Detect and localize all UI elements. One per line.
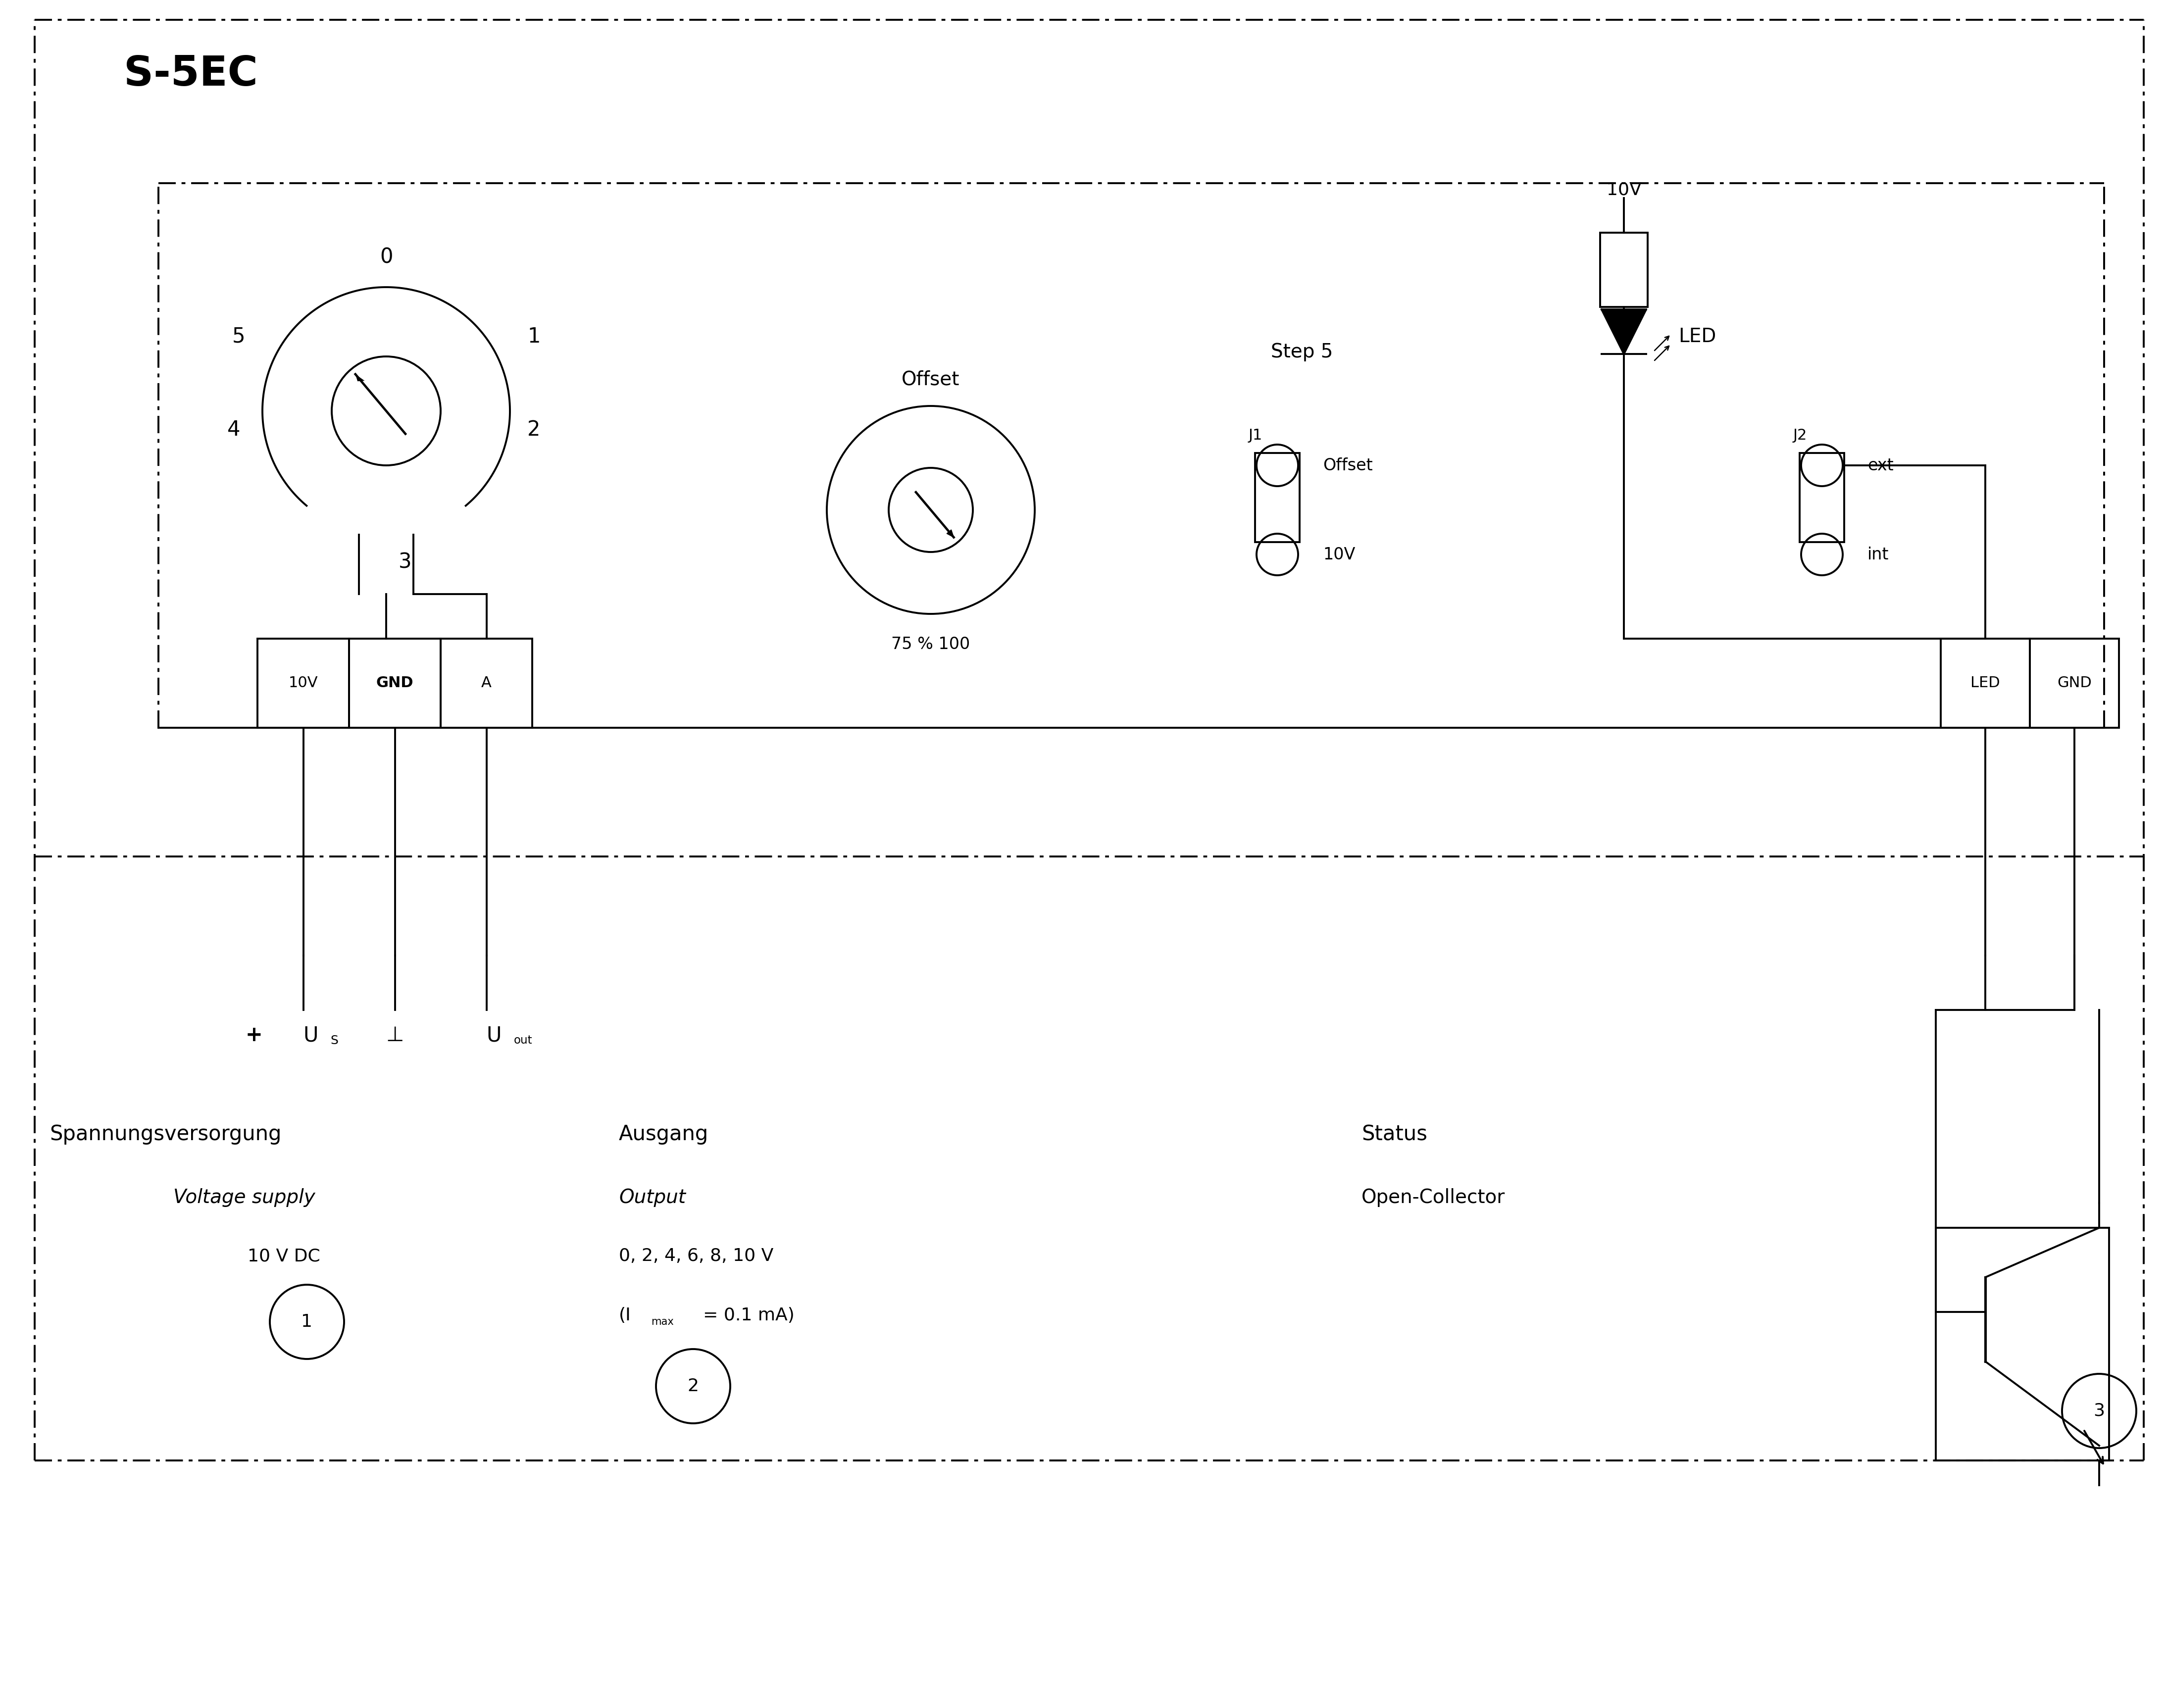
Text: GND: GND	[377, 676, 414, 690]
Text: U: U	[487, 1025, 503, 1045]
Text: 1: 1	[301, 1313, 312, 1331]
Text: Status: Status	[1362, 1124, 1427, 1144]
Text: out: out	[513, 1035, 533, 1045]
Text: J2: J2	[1793, 429, 1806, 442]
Bar	[440, 639, 533, 728]
Bar	[1254, 453, 1300, 541]
Text: Open-Collector: Open-Collector	[1362, 1189, 1505, 1208]
Polygon shape	[355, 374, 364, 381]
Text: 0: 0	[379, 246, 392, 268]
Text: Ausgang: Ausgang	[619, 1124, 708, 1144]
Text: 10V: 10V	[288, 676, 318, 690]
Text: 4: 4	[227, 418, 240, 441]
Text: Spannungsversorgung: Spannungsversorgung	[50, 1124, 282, 1144]
Text: Offset: Offset	[901, 371, 960, 389]
Text: Voltage supply: Voltage supply	[173, 1189, 316, 1208]
Polygon shape	[1601, 309, 1646, 354]
Text: 2: 2	[526, 418, 539, 441]
Text: 2: 2	[687, 1378, 700, 1395]
Text: A: A	[481, 676, 492, 690]
Bar	[258, 639, 349, 728]
Bar	[1800, 453, 1843, 541]
Text: 75 % 100: 75 % 100	[892, 635, 970, 652]
Polygon shape	[947, 529, 953, 538]
Text: Output: Output	[619, 1189, 687, 1208]
Text: LED: LED	[1971, 676, 1999, 690]
Bar	[1936, 1228, 2110, 1460]
Text: 3: 3	[2095, 1402, 2105, 1419]
Text: Step 5: Step 5	[1271, 343, 1332, 362]
Text: int: int	[1867, 547, 1889, 562]
Text: = 0.1 mA): = 0.1 mA)	[704, 1307, 795, 1324]
Text: ext: ext	[1867, 458, 1893, 473]
Text: S-5EC: S-5EC	[123, 55, 258, 94]
Bar	[1941, 639, 2030, 728]
Bar	[2030, 639, 2118, 728]
Text: GND: GND	[2058, 676, 2092, 690]
Text: 3: 3	[399, 552, 412, 572]
Text: 1: 1	[526, 326, 539, 347]
Text: Offset: Offset	[1323, 458, 1373, 473]
Text: LED: LED	[1679, 328, 1715, 347]
Text: 5: 5	[232, 326, 245, 347]
Text: 0, 2, 4, 6, 8, 10 V: 0, 2, 4, 6, 8, 10 V	[619, 1247, 773, 1264]
Text: 10V: 10V	[1323, 547, 1356, 562]
Text: 10 V DC: 10 V DC	[247, 1247, 321, 1264]
Text: J1: J1	[1248, 429, 1263, 442]
Bar	[1601, 232, 1648, 307]
Text: ⊥: ⊥	[386, 1025, 403, 1045]
Bar	[349, 639, 440, 728]
Text: U: U	[303, 1025, 318, 1045]
Text: S: S	[331, 1035, 338, 1047]
Text: +: +	[245, 1025, 262, 1045]
Text: (I: (I	[619, 1307, 630, 1324]
Text: max: max	[652, 1317, 674, 1327]
Text: 10V: 10V	[1607, 181, 1642, 198]
